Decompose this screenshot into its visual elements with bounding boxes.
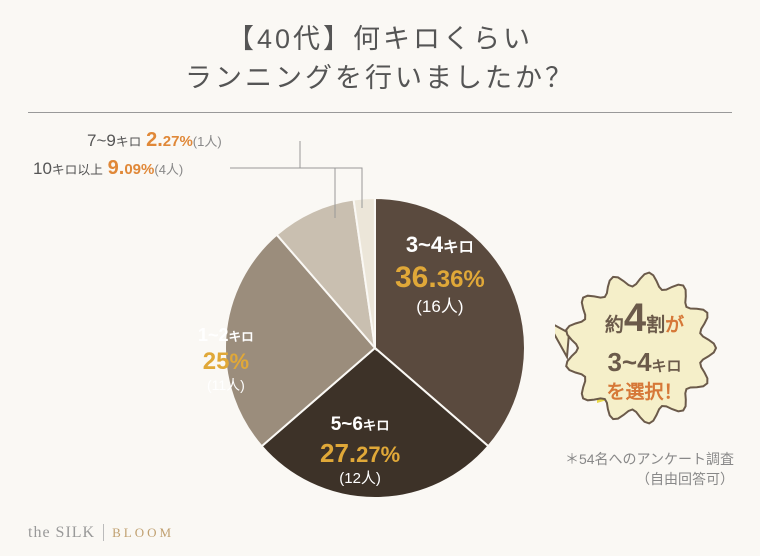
slice-label-3-4: 3~4キロ 36.36% (16人) (395, 231, 485, 317)
title-line1: 【40代】何キロくらい (227, 24, 533, 54)
slice-label-10plus: 10キロ以上 9.09%(4人) (33, 157, 183, 180)
slice-label-5-6: 5~6キロ 27.27% (12人) (320, 413, 400, 488)
title-line2: ランニングを行いましたか？ (185, 63, 575, 93)
chart-area: 3~4キロ 36.36% (16人) 5~6キロ 27.27% (12人) 1~… (0, 113, 760, 533)
chart-title: 【40代】何キロくらい ランニングを行いましたか？ (0, 0, 760, 112)
brand-logo: the SILKBLOOM (28, 524, 174, 542)
slice-label-1-2: 1~2キロ 25% (11人) (198, 324, 254, 394)
callout-text: 約4割が 3~4キロ を選択！ (577, 291, 712, 406)
survey-note: ＊54名へのアンケート調査 （自由回答可） (565, 450, 734, 489)
slice-label-7-9: 7~9キロ 2.27%(1人) (87, 129, 222, 152)
